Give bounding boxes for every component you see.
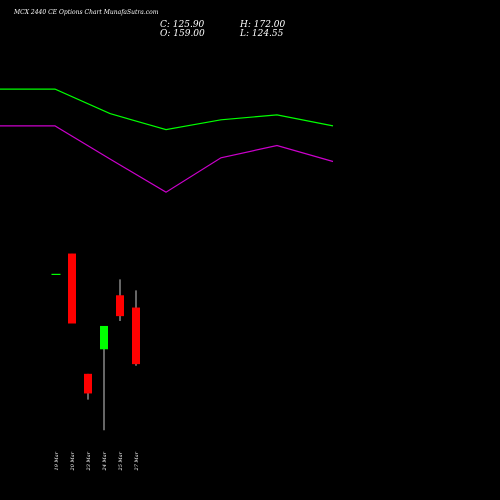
candle xyxy=(100,325,108,431)
close-value: C: 125.90 xyxy=(160,20,205,30)
candle-body xyxy=(116,295,124,317)
upper-line xyxy=(0,88,334,131)
candle-body xyxy=(84,373,92,394)
candle-body xyxy=(68,253,76,324)
x-tick-label: 20 Mar xyxy=(70,451,76,471)
x-tick-label: 19 Mar xyxy=(54,451,60,470)
candle xyxy=(68,253,76,324)
open-value: O: 159.00 xyxy=(160,29,205,39)
high-value: H: 172.00 xyxy=(240,20,286,30)
candle xyxy=(51,273,61,275)
candle xyxy=(132,290,140,366)
lower-line xyxy=(0,125,334,193)
x-tick-label: 27 Mar xyxy=(134,451,140,471)
candle xyxy=(116,279,124,322)
candles xyxy=(51,253,140,431)
indicator-lines xyxy=(0,88,334,193)
low-value: L: 124.55 xyxy=(240,29,284,39)
chart-title: MCX 2440 CE Options Chart MunafaSutra.co… xyxy=(14,9,159,16)
x-tick-label: 24 Mar xyxy=(102,451,108,471)
candle-body xyxy=(132,307,140,365)
candle-body xyxy=(100,325,108,350)
candle-body xyxy=(51,273,61,275)
x-axis-ticks: 19 Mar 20 Mar 23 Mar 24 Mar 25 Mar 27 Mar xyxy=(54,451,140,471)
x-tick-label: 23 Mar xyxy=(86,451,92,471)
x-tick-label: 25 Mar xyxy=(118,451,124,471)
candle xyxy=(84,373,92,400)
